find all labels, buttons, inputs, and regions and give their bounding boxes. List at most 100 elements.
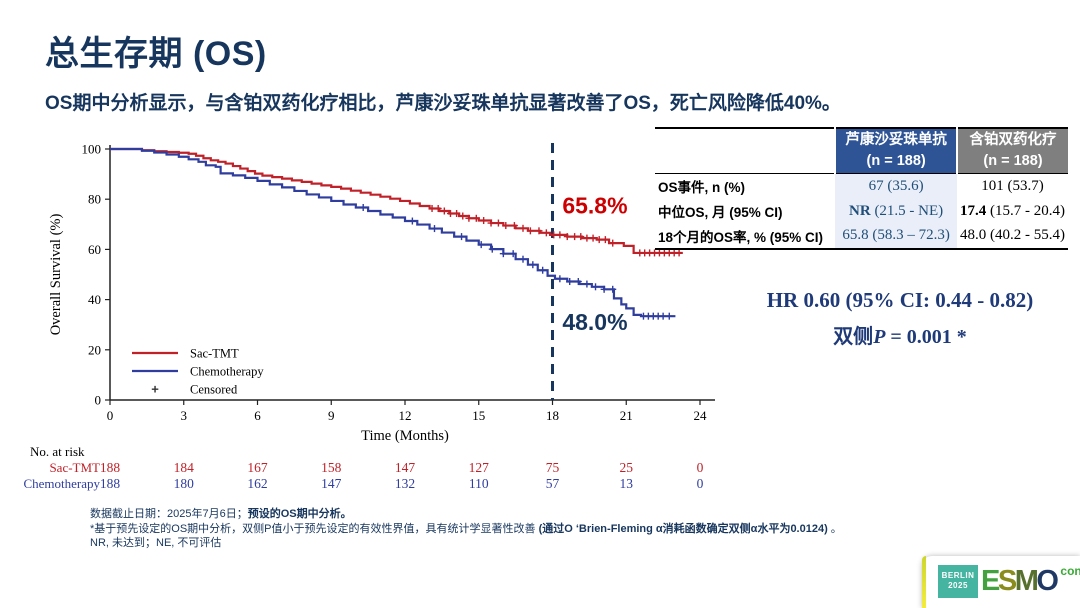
survival-rate-annotation: 65.8% (562, 192, 627, 218)
x-tick-label: 0 (107, 408, 114, 423)
risk-value: 110 (468, 476, 489, 491)
cell-os-rate-sactmt: 65.8 (58.3 – 72.3) (835, 223, 957, 249)
footnote-segment: *基于预先设定的OS期中分析，双侧P值小于预先设定的有效性界值，具有统计学显著性… (90, 522, 539, 535)
x-tick-label: 3 (181, 408, 188, 423)
survival-rate-annotation: 48.0% (562, 309, 627, 335)
risk-value: 132 (394, 476, 416, 491)
risk-value: 57 (545, 476, 560, 491)
x-axis-title: Time (Months) (361, 428, 449, 444)
risk-value: 147 (394, 460, 416, 475)
y-tick-label: 20 (88, 342, 101, 357)
km-survival-chart: 0 20 40 60 80 100 0 3 6 9 12 15 18 21 24 Time (Months) O… (20, 125, 740, 460)
cell-rest: (21.5 - NE) (870, 202, 944, 219)
esmo-letter: O (1036, 565, 1059, 597)
risk-value: 0 (696, 476, 704, 491)
col2-n: (n = 188) (983, 153, 1043, 170)
km-plot-svg: 0 20 40 60 80 100 0 3 6 9 12 15 18 21 24 Time (Months) O… (48, 142, 715, 444)
slide-subtitle: OS期中分析显示，与含铂双药化疗相比，芦康沙妥珠单抗显著改善了OS，死亡风险降低… (45, 93, 841, 114)
table-row: OS事件, n (%) 67 (35.6) 101 (53.7) (655, 173, 1068, 199)
cell-rest: (15.7 - 20.4) (986, 202, 1065, 219)
hazard-ratio-block: HR 0.60 (95% CI: 0.44 - 0.82) 双侧P = 0.00… (715, 288, 1080, 349)
cell-rest: 65.8 (58.3 – 72.3) (842, 227, 950, 244)
results-table-corner (655, 128, 836, 174)
x-tick-label: 12 (399, 408, 412, 423)
x-tick-label: 24 (694, 408, 708, 423)
col1-name: 芦康沙妥珠单抗 (845, 132, 947, 148)
cell-rest: 101 (53.7) (981, 177, 1044, 194)
p-rest: = 0.001 * (885, 326, 967, 348)
cell-rest: 48.0 (40.2 - 55.4) (959, 227, 1065, 244)
y-tick-label: 0 (95, 393, 102, 408)
col2-name: 含铂双药化疗 (969, 132, 1057, 148)
x-tick-label: 18 (546, 408, 559, 423)
esmo-letter: M (1014, 565, 1039, 597)
footnote-segment: 预设的OS期中分析。 (247, 508, 352, 520)
p-prefix: 双侧 (833, 326, 874, 348)
footnote-segment: NR, 未达到；NE, 不可评估 (90, 537, 222, 549)
risk-value: 162 (247, 476, 268, 491)
row-label-os-events: OS事件, n (%) (658, 180, 745, 196)
cell-os-rate-chemo: 48.0 (40.2 - 55.4) (956, 223, 1068, 249)
y-axis-title: Overall Survival (%) (48, 214, 64, 336)
logo-city: BERLIN (941, 571, 975, 580)
berlin-2025-badge: BERLIN 2025 (938, 565, 978, 598)
risk-value: 25 (619, 460, 634, 475)
y-tick-label: 100 (82, 142, 102, 157)
risk-value: 180 (173, 476, 194, 491)
risk-row-label: Sac-TMT (49, 460, 100, 475)
cell-os-events-chemo: 101 (53.7) (956, 173, 1068, 199)
footnote-line: 数据截止日期：2025年7月6日；预设的OS期中分析。 (90, 507, 990, 522)
cell-median-os-sactmt: NR (21.5 - NE) (835, 198, 957, 224)
x-tick-label: 9 (328, 408, 335, 423)
risk-value: 188 (99, 460, 121, 475)
footnote-segment: 数据截止日期：2025年7月6日； (90, 508, 248, 520)
footnote-line: *基于预先设定的OS期中分析，双侧P值小于预先设定的有效性界值，具有统计学显著性… (90, 522, 990, 537)
footnote-segment: (通过O ‘Brien-Fleming α消耗函数确定双侧α水平为0.0124) (538, 522, 828, 535)
legend-label: Sac-TMT (190, 347, 239, 361)
results-col-chemo-header: 含铂双药化疗 (n = 188) (955, 128, 1068, 174)
footnote-segment: 。 (827, 522, 842, 535)
risk-value: 13 (619, 476, 634, 491)
row-label-median-os: 中位OS, 月 (95% CI) (658, 205, 783, 221)
x-tick-label: 21 (620, 408, 633, 423)
risk-value: 127 (468, 460, 489, 475)
p-value-text: 双侧P = 0.001 * (715, 320, 1080, 349)
cell-median-os-chemo: 17.4 (15.7 - 20.4) (956, 198, 1068, 224)
risk-value: 184 (173, 460, 194, 475)
y-tick-label: 60 (88, 242, 101, 257)
footnote-line: NR, 未达到；NE, 不可评估 (90, 536, 990, 551)
risk-value: 188 (99, 476, 121, 491)
page-title: 总生存期 (OS) (45, 35, 267, 73)
risk-row-label: Chemotherapy (23, 476, 100, 491)
x-tick-label: 6 (254, 408, 261, 423)
congress-label: congress (1060, 564, 1080, 578)
legend-plus-marker: + (151, 382, 159, 397)
table-row: 18个月的OS率, % (95% CI) 65.8 (58.3 – 72.3) … (655, 223, 1068, 249)
x-tick-label: 15 (472, 408, 485, 423)
logo-accent-stripe (922, 556, 926, 608)
row-label-os-rate-18m: 18个月的OS率, % (95% CI) (658, 229, 824, 245)
footnotes: 数据截止日期：2025年7月6日；预设的OS期中分析。 *基于预先设定的OS期中分… (90, 507, 990, 551)
results-col-sactmt-header: 芦康沙妥珠单抗 (n = 188) (834, 128, 957, 174)
risk-value: 147 (321, 476, 342, 491)
risk-value: 158 (321, 460, 342, 475)
legend-label: Censored (190, 383, 238, 397)
p-symbol: P (873, 326, 886, 348)
esmo-letter: E (981, 565, 1000, 597)
risk-value: 75 (545, 460, 560, 475)
hazard-ratio-text: HR 0.60 (95% CI: 0.44 - 0.82) (766, 288, 1034, 312)
cell-bold: 17.4 (959, 202, 987, 219)
table-row: 中位OS, 月 (95% CI) NR (21.5 - NE) 17.4 (15… (655, 198, 1068, 224)
logo-year: 2025 (948, 581, 968, 590)
esmo-letter: S (997, 565, 1017, 597)
results-table: 芦康沙妥珠单抗 (n = 188) 含铂双药化疗 (n = 188) OS事件,… (655, 127, 1068, 250)
legend-label: Chemotherapy (190, 365, 264, 379)
risk-value: 167 (247, 460, 268, 475)
risk-value: 0 (696, 460, 704, 475)
risk-table-title: No. at risk (30, 444, 85, 459)
col1-n: (n = 188) (866, 153, 926, 170)
